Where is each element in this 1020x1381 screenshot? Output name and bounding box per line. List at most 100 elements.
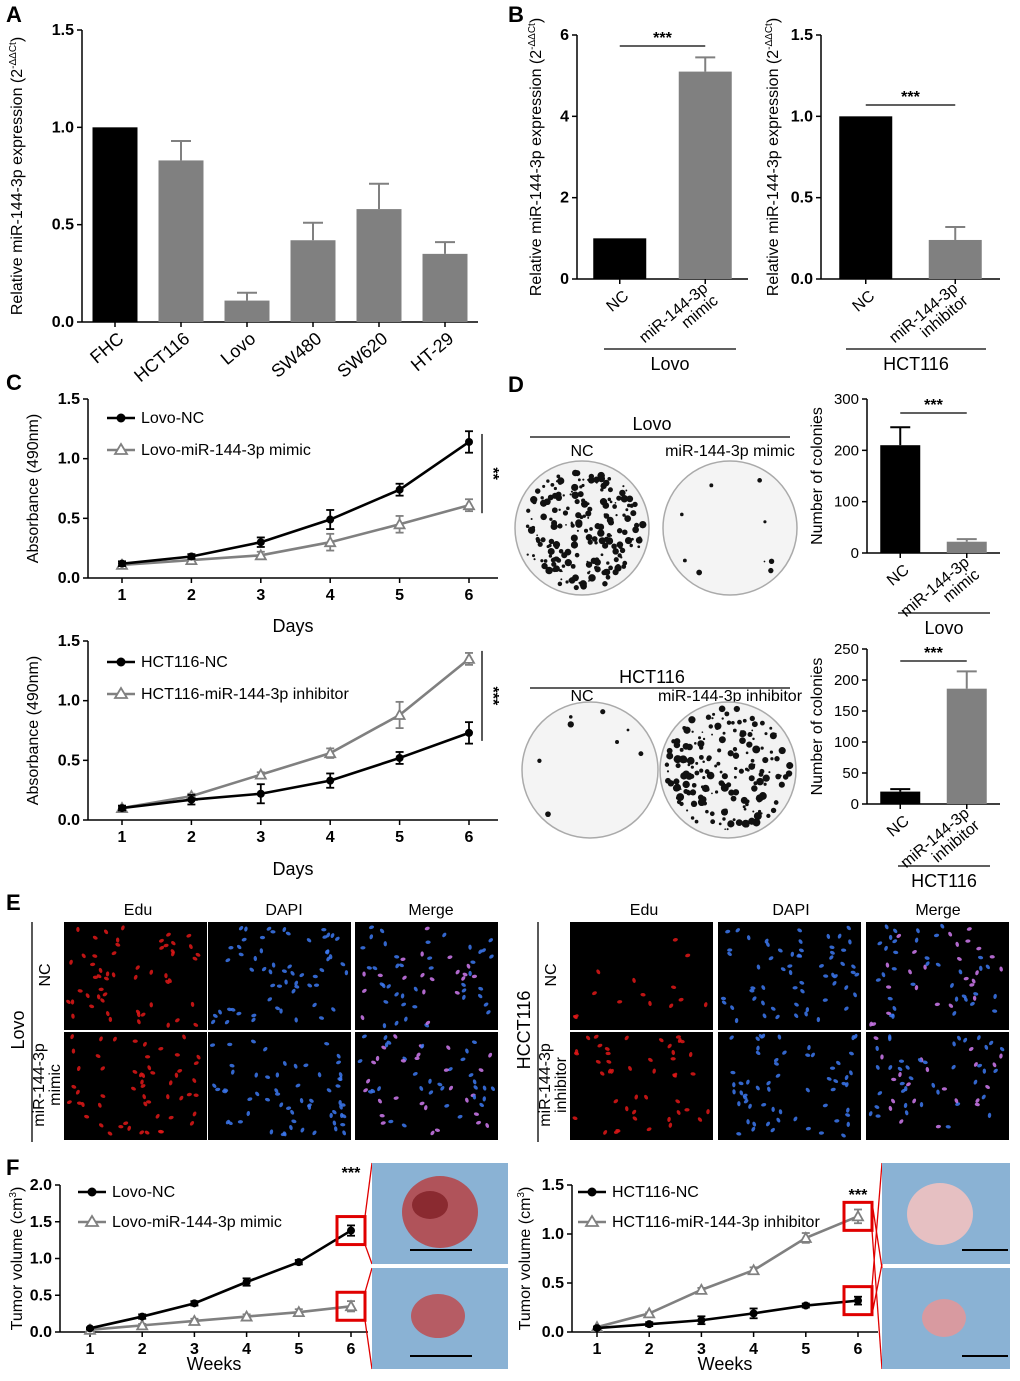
nucleus: [672, 1073, 677, 1078]
nucleus: [444, 1104, 450, 1108]
nucleus: [975, 1098, 980, 1103]
B2-ytick-label: 0.0: [791, 271, 813, 288]
nucleus: [941, 1087, 947, 1091]
C2-series-1-point: [462, 652, 476, 664]
F2-xtick-label: 4: [749, 1341, 758, 1358]
nucleus: [84, 1114, 90, 1119]
colony-dot: [594, 541, 598, 545]
nucleus: [259, 948, 264, 954]
colony-dot: [605, 574, 611, 580]
nucleus: [841, 948, 847, 952]
colony-dot: [532, 554, 535, 558]
nucleus: [851, 964, 856, 969]
colony-dot: [575, 512, 582, 519]
colony-dot: [587, 516, 590, 519]
B1-ytick-label: 0: [560, 271, 569, 288]
A-xtick-label: SW480: [267, 328, 325, 381]
nucleus: [342, 1130, 347, 1136]
e-right-cell-label: HCCT116: [514, 991, 534, 1070]
F1-series-1-point: [240, 1309, 254, 1322]
F2-legend-marker-1: [584, 1214, 600, 1227]
nucleus: [725, 929, 731, 934]
B2-sig-stars: ***: [901, 89, 920, 106]
nucleus: [131, 1086, 136, 1091]
tumor-lovo-mimic: [411, 1294, 465, 1338]
colony-dot: [616, 495, 622, 501]
colony-dot: [673, 778, 680, 785]
colony-dot: [587, 478, 590, 481]
nucleus: [279, 1008, 283, 1014]
nucleus: [360, 946, 366, 950]
nucleus: [933, 933, 940, 938]
colony-dot: [752, 810, 755, 813]
F2-series-0-point: [697, 1316, 706, 1325]
nucleus: [275, 1072, 280, 1078]
nucleus: [945, 1125, 951, 1129]
colony-dot: [709, 483, 714, 488]
colony-dot: [571, 491, 579, 499]
nucleus: [228, 946, 234, 950]
C1-series-0-point: [465, 437, 473, 446]
nucleus: [146, 1100, 152, 1104]
nucleus: [956, 957, 962, 961]
nucleus: [420, 972, 425, 978]
nucleus: [873, 1036, 879, 1040]
colony-dot: [763, 560, 766, 563]
nucleus: [468, 944, 472, 950]
nucleus: [457, 1114, 463, 1119]
colony-dot: [733, 705, 740, 713]
colony-dot: [556, 558, 562, 563]
nucleus: [171, 941, 176, 946]
nucleus: [592, 991, 597, 996]
nucleus: [755, 1036, 760, 1041]
colony-dot: [565, 580, 569, 584]
colony-dot: [625, 508, 629, 512]
nucleus: [738, 1081, 744, 1086]
colony-dot: [782, 774, 789, 780]
nucleus: [690, 1072, 696, 1076]
nucleus: [486, 1010, 491, 1015]
nucleus: [768, 956, 774, 961]
F2-series-1-line: [596, 1215, 859, 1329]
nucleus: [472, 1079, 477, 1085]
nucleus: [923, 964, 927, 970]
F1-ytick-label: 0.0: [30, 1324, 52, 1341]
F1-series-0-line: [89, 1229, 352, 1330]
C1-series-1-point: [393, 517, 407, 530]
C2-y-label: Absorbance (490nm): [25, 656, 42, 805]
nucleus: [402, 975, 407, 980]
colony-dot: [709, 811, 715, 817]
colony-dot: [702, 760, 705, 763]
panel-letter-d: D: [508, 372, 524, 397]
B1-group-label: Lovo: [650, 354, 689, 374]
colony-dot: [551, 507, 558, 514]
F1-xtick-label: 5: [294, 1341, 303, 1358]
nucleus: [282, 1061, 287, 1066]
nucleus: [756, 964, 761, 970]
nucleus: [632, 1116, 638, 1121]
C1-series-0-point: [187, 552, 196, 561]
nucleus: [669, 1003, 674, 1009]
nucleus: [798, 948, 804, 953]
nucleus: [850, 970, 856, 975]
nucleus: [92, 954, 98, 958]
nucleus: [428, 966, 434, 970]
nucleus: [599, 1071, 605, 1076]
F1-sig-stars-top: ***: [342, 1165, 361, 1182]
micrograph-left-0-1: [208, 922, 351, 1030]
colony-dot: [770, 757, 774, 761]
nucleus: [671, 1049, 675, 1056]
nucleus: [461, 976, 466, 981]
B2-xtick-label: NC: [850, 288, 879, 316]
nucleus: [775, 1073, 781, 1078]
nucleus: [361, 1034, 367, 1039]
F1-legend-marker-1: [84, 1214, 100, 1227]
nucleus: [488, 938, 494, 943]
nucleus: [158, 1046, 164, 1051]
C2-xtick-label: 2: [187, 829, 196, 846]
colony-dot: [717, 748, 722, 753]
nucleus: [982, 1068, 987, 1074]
colony-dot: [555, 480, 559, 483]
colony-dot: [557, 480, 563, 485]
